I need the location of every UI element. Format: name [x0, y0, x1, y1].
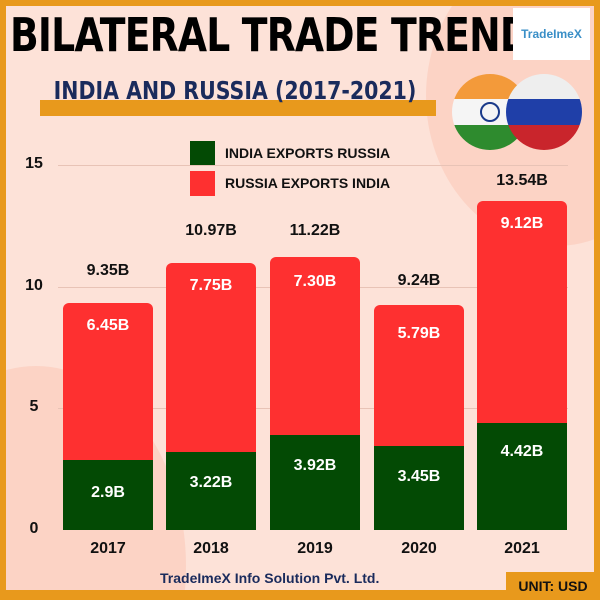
y-tick-0: 0: [29, 520, 39, 537]
segment-value: 3.92B: [293, 457, 337, 474]
segment-value: 6.45B: [86, 317, 130, 334]
bar-segment-india: 3.22B: [166, 452, 256, 530]
x-tick-2019: 2019: [297, 540, 333, 557]
bar-total-label: 13.54B: [496, 172, 548, 189]
bar-total-label: 9.35B: [86, 262, 130, 279]
y-tick-15: 15: [25, 155, 43, 172]
legend-item-russia-exports: RUSSIA EXPORTS INDIA: [190, 168, 390, 198]
subtitle-underline: [40, 100, 436, 116]
segment-value: 5.79B: [397, 325, 441, 342]
segment-value: 9.12B: [500, 215, 544, 232]
bar-segment-india: 4.42B: [477, 423, 567, 530]
bar-segment-india: 2.9B: [63, 460, 153, 530]
legend-label: INDIA EXPORTS RUSSIA: [225, 145, 391, 161]
page-subtitle: INDIA AND RUSSIA (2017-2021): [53, 76, 417, 105]
bar-2020: 5.79B 3.45B: [374, 305, 464, 530]
unit-badge: UNIT: USD: [506, 572, 600, 600]
x-tick-2020: 2020: [401, 540, 437, 557]
bar-2019: 7.30B 3.92B: [270, 257, 360, 530]
page-title: BILATERAL TRADE TREND: [10, 8, 531, 62]
segment-value: 7.30B: [293, 273, 337, 290]
bar-segment-russia: 7.30B: [270, 257, 360, 435]
bar-total-label: 9.24B: [397, 272, 441, 289]
segment-value: 2.9B: [91, 484, 125, 501]
x-tick-2017: 2017: [90, 540, 126, 557]
x-tick-2021: 2021: [504, 540, 540, 557]
legend-swatch-red: [190, 170, 215, 196]
bar-2018: 7.75B 3.22B: [166, 263, 256, 530]
bar-segment-india: 3.45B: [374, 446, 464, 530]
x-tick-2018: 2018: [193, 540, 229, 557]
legend-item-india-exports: INDIA EXPORTS RUSSIA: [190, 138, 390, 168]
bar-total-label: 10.97B: [185, 222, 237, 239]
segment-value: 7.75B: [189, 277, 233, 294]
legend-label: RUSSIA EXPORTS INDIA: [225, 175, 391, 191]
legend-swatch-green: [190, 140, 215, 166]
y-tick-10: 10: [25, 277, 43, 294]
russia-flag-icon: [506, 74, 582, 150]
y-tick-5: 5: [29, 398, 39, 415]
segment-value: 4.42B: [500, 443, 544, 460]
company-footer: TradeImeX Info Solution Pvt. Ltd.: [160, 570, 380, 586]
segment-value: 3.22B: [189, 474, 233, 491]
bar-2017: 6.45B 2.9B: [63, 303, 153, 530]
gridline-15: [58, 165, 568, 166]
bar-2021: 9.12B 4.42B: [477, 201, 567, 530]
bar-segment-india: 3.92B: [270, 435, 360, 530]
bar-total-label: 11.22B: [289, 222, 341, 239]
bar-segment-russia: 9.12B: [477, 201, 567, 423]
segment-value: 3.45B: [397, 468, 441, 485]
bar-segment-russia: 7.75B: [166, 263, 256, 452]
bar-segment-russia: 5.79B: [374, 305, 464, 446]
logo-text: TradeImeX: [521, 27, 582, 41]
tradeimex-logo: TradeImeX: [513, 8, 590, 60]
chart-legend: INDIA EXPORTS RUSSIA RUSSIA EXPORTS INDI…: [190, 138, 390, 198]
bar-segment-russia: 6.45B: [63, 303, 153, 460]
